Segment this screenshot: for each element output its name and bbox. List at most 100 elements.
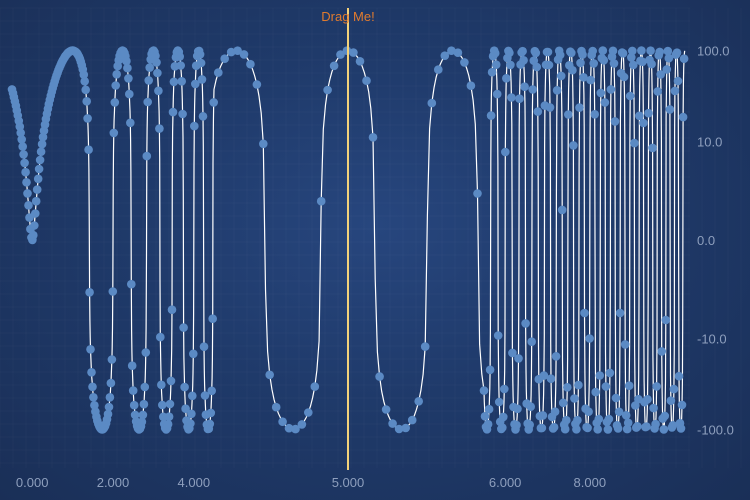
data-point [537,423,547,433]
series [7,46,689,434]
annotation[interactable]: Drag Me! [321,8,375,470]
data-point [593,425,602,434]
data-point [501,147,510,157]
data-point [676,424,686,433]
data-point [23,189,32,198]
data-point [647,59,656,69]
data-point [655,47,664,57]
data-point [355,57,365,66]
data-point [83,114,92,123]
data-point [672,48,682,57]
data-point [362,76,371,85]
data-point [660,411,670,421]
data-point [209,98,218,107]
data-point [601,382,611,391]
data-point [539,371,549,380]
data-point [615,308,625,318]
data-point [622,424,632,434]
data-point [206,408,216,418]
data-point [574,380,583,390]
data-point [514,354,523,363]
data-point [633,422,642,431]
data-point [86,345,95,354]
data-point [670,86,680,96]
data-point [111,81,120,90]
data-point [304,408,313,417]
data-point [545,103,555,112]
data-point [567,48,576,58]
data-point [198,112,208,121]
data-point [297,420,307,429]
data-point [165,399,175,409]
data-point [108,287,118,296]
data-point [498,423,507,432]
data-point [598,46,608,55]
data-point [525,420,534,430]
data-point [596,88,606,98]
data-point [550,407,560,417]
data-point [637,46,646,55]
data-point [492,89,502,99]
data-point [137,417,147,427]
data-point [657,347,666,356]
data-point [107,355,117,364]
data-point [487,67,497,77]
data-point [401,423,411,433]
data-point [531,48,541,58]
data-point [310,382,320,391]
data-point [661,315,671,325]
data-point [624,381,634,391]
data-point [226,47,236,57]
data-point [278,417,287,427]
data-point [549,422,559,432]
data-point [126,118,135,128]
data-point [127,361,137,371]
data-point [21,167,30,177]
data-point [659,425,669,434]
data-point [479,386,489,395]
data-point [558,398,568,408]
data-point [635,111,644,121]
data-point [662,65,672,74]
data-point [586,75,595,85]
data-point [82,97,91,106]
data-point [112,70,121,79]
data-point [109,128,119,138]
data-point [520,82,529,91]
data-point [666,396,676,406]
data-point [31,196,41,206]
data-point [679,54,689,63]
data-point [138,410,148,420]
data-point [208,314,217,324]
data-point [621,411,631,420]
data-point [603,425,613,434]
data-point [141,348,151,357]
data-point [656,70,665,79]
data-point [563,383,572,392]
data-point [519,56,528,65]
data-point [604,414,614,424]
data-point [22,178,31,187]
data-point [323,85,332,95]
data-point [110,98,120,107]
data-point [591,387,600,397]
data-point [649,403,658,413]
y-tick-label: 0.0 [697,233,715,248]
data-point [34,164,44,174]
data-point [30,221,39,230]
data-point [188,391,197,401]
data-point [407,415,417,425]
data-point [502,74,511,83]
data-point [144,76,153,85]
data-point [18,142,28,151]
data-point [570,394,579,403]
data-point [494,397,504,407]
data-point [180,382,189,392]
y-tick-label: -100.0 [697,422,734,437]
data-point [33,174,43,184]
data-point [460,58,469,67]
data-point [179,323,188,332]
data-point [527,337,536,347]
data-point [480,412,490,421]
data-point [88,382,97,392]
